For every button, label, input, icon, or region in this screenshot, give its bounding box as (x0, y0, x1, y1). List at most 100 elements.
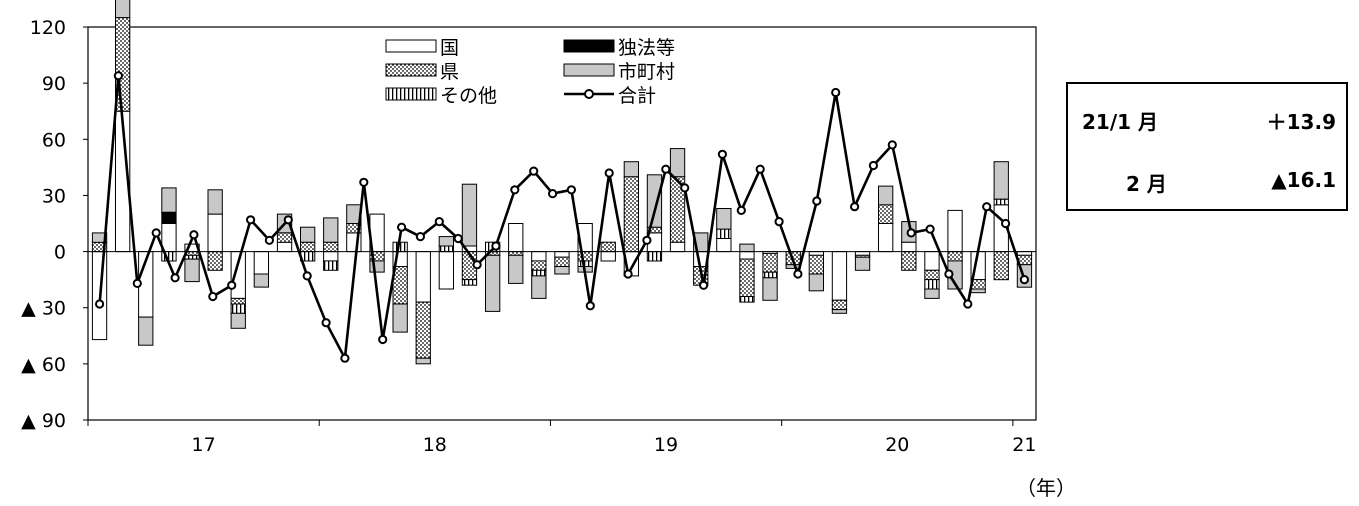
bar-segment (854, 251, 871, 256)
total-marker (340, 353, 350, 363)
total-marker (906, 228, 916, 238)
legend-swatch-dokuho (563, 39, 615, 53)
bar-segment (508, 223, 524, 253)
bar-segment (878, 204, 894, 225)
y-tick-label: 60 (42, 129, 66, 151)
bar-segment (253, 251, 269, 275)
bar-segment (993, 251, 1009, 281)
bar-segment (300, 226, 316, 243)
y-tick-label: 120 (30, 17, 66, 39)
bar-segment (831, 309, 848, 314)
x-tick-label: 17 (192, 434, 216, 456)
total-marker (151, 228, 161, 238)
x-tick-label: 18 (423, 434, 447, 456)
bar-segment (646, 251, 663, 262)
legend-swatch-kuni (385, 39, 437, 53)
bar-segment (207, 251, 223, 271)
total-marker (982, 202, 992, 212)
bar-segment (739, 243, 755, 253)
bar-segment (646, 174, 663, 228)
bar-segment (600, 251, 616, 262)
legend-swatch-shichoson (563, 63, 615, 77)
bar-segment (369, 260, 385, 273)
total-marker (510, 185, 520, 195)
bar-segment (993, 198, 1009, 206)
bar-segment (924, 288, 940, 299)
total-marker (850, 202, 860, 212)
bar-segment (531, 251, 547, 262)
bar-segment (716, 208, 732, 230)
bar-segment (531, 260, 547, 271)
bar-segment (808, 273, 825, 292)
info-label-jan: 21/1 月 (1082, 110, 1159, 134)
total-marker (529, 166, 539, 176)
total-marker (453, 233, 463, 244)
bar-segment (508, 254, 524, 284)
total-marker (755, 164, 765, 174)
bar-segment (577, 260, 593, 267)
bar-segment (161, 211, 177, 225)
legend-label-gokei: 合計 (618, 85, 656, 107)
bar-segment (161, 223, 177, 253)
total-marker (548, 189, 558, 199)
bar-segment (253, 273, 269, 288)
bar-segment (901, 241, 917, 253)
bar-segment (276, 232, 293, 243)
legend-label-dokuho: 独法等 (618, 37, 675, 59)
y-tick-label: ▲ 30 (21, 298, 66, 320)
total-marker (1019, 275, 1030, 285)
bar-segment (323, 217, 339, 243)
bar-segment (207, 189, 223, 215)
total-marker (283, 215, 293, 225)
legend-swatch-gokei-marker (584, 89, 594, 99)
bar-segment (924, 279, 940, 290)
bar-segment (300, 241, 316, 253)
total-marker (264, 235, 274, 245)
bar-segment (485, 254, 501, 312)
total-marker (359, 177, 369, 187)
bar-segment (438, 245, 455, 253)
total-line (98, 74, 1026, 360)
total-marker (774, 217, 784, 227)
total-marker (434, 217, 444, 227)
bar-segment (739, 296, 755, 303)
total-marker (397, 222, 407, 232)
y-tick-labels: 120 90 60 30 0 ▲ 30 ▲ 60 ▲ 90 (21, 17, 66, 432)
bar-segment (762, 277, 778, 301)
bar-segment (230, 312, 246, 329)
total-marker (302, 271, 312, 281)
total-marker (566, 185, 577, 195)
bar-segment (947, 209, 963, 253)
y-tick-label: 0 (54, 242, 66, 264)
bar-segment (623, 176, 640, 253)
bar-segment (762, 271, 778, 279)
bar-segment (901, 251, 917, 271)
bar-segment (854, 256, 871, 271)
bar-segment (91, 232, 108, 243)
legend-swatch-sonota (385, 87, 437, 101)
bar-segment (924, 251, 940, 271)
info-box: 21/1 月 ＋13.9 2 月 ▲16.1 (1066, 82, 1348, 211)
total-marker (472, 260, 482, 270)
bar-segment (323, 241, 339, 253)
bar-segment (577, 251, 593, 262)
bar-segment (808, 251, 825, 256)
bar-segment (947, 251, 963, 262)
bar-segment (716, 238, 732, 253)
bar-segment (138, 316, 154, 346)
total-marker (699, 280, 709, 290)
bar-segment (554, 266, 570, 275)
bar-segment (415, 251, 431, 303)
y-tick-label: 30 (42, 185, 66, 207)
bar-segment (970, 288, 986, 294)
total-marker (812, 196, 822, 206)
bar-segment (276, 241, 293, 253)
bar-segment (531, 275, 547, 299)
x-axis-unit-label: （年） (1016, 476, 1076, 500)
y-tick-label: ▲ 60 (21, 354, 66, 376)
info-row-jan: 21/1 月 ＋13.9 (1068, 106, 1346, 136)
legend-label-ken: 県 (440, 61, 459, 83)
bar-segment (531, 269, 547, 277)
info-label-feb: 2 月 (1126, 172, 1167, 196)
